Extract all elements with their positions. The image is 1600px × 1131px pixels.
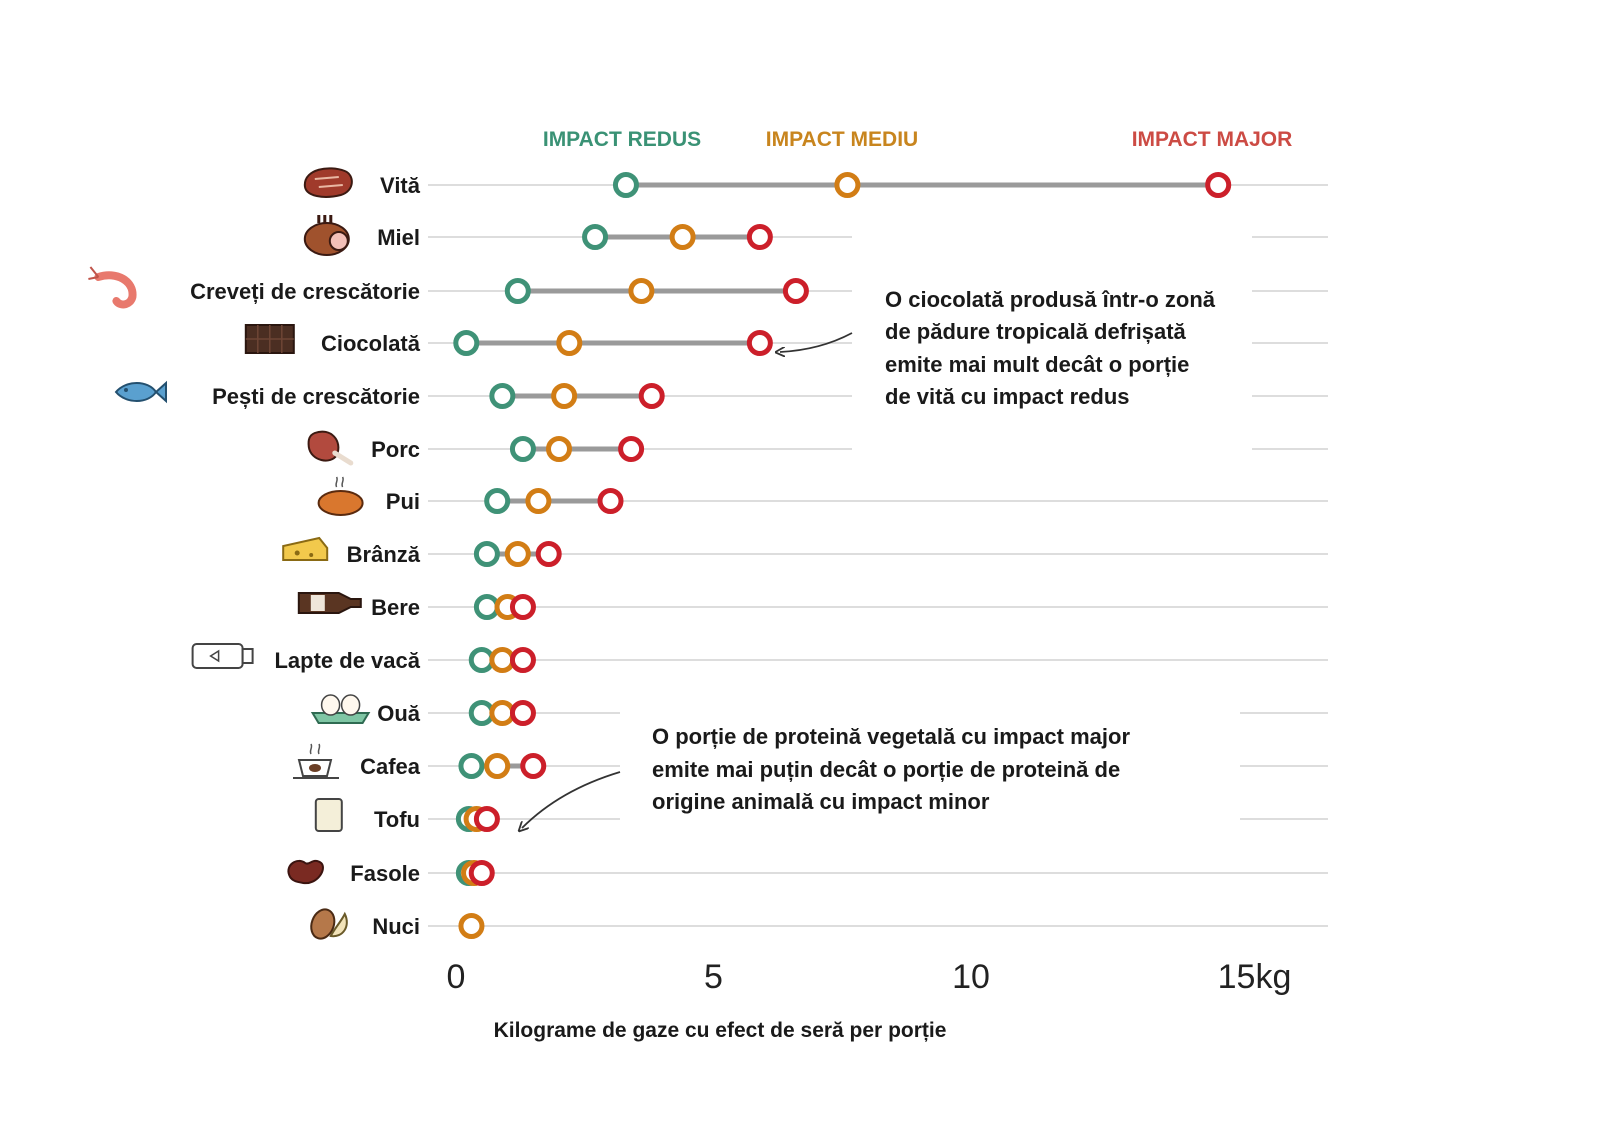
x-axis-ticks: 0 5 10 15kg [447,958,1292,996]
marker-mid [525,488,552,514]
chocolate-annotation-line-1: O ciocolată produsă într-o zonă [885,287,1216,312]
bean-icon [287,859,324,885]
marker-low [582,224,609,250]
marker-high [509,594,536,620]
marker-low [458,753,485,779]
marker-low [489,383,516,409]
legend-low: IMPACT REDUS [543,128,701,151]
marker-high [520,753,547,779]
x-axis-label: Kilograme de gaze cu efect de seră per p… [494,1019,947,1042]
steak-icon [303,167,353,198]
legend-high: IMPACT MAJOR [1132,128,1293,151]
marker-low [473,541,500,567]
marker-high [597,488,624,514]
lamb-roast-icon [303,215,350,256]
chocolate-bar-icon [244,324,295,354]
data-markers [453,172,1232,939]
ham-icon [307,430,354,466]
marker-high [509,700,536,726]
plant-annotation-arrow [522,771,621,828]
marker-mid [504,541,531,567]
marker-high [509,647,536,673]
marker-high [468,860,495,886]
marker-low [473,594,500,620]
category-label: Pui [386,489,420,514]
x-tick-label: 5 [704,958,723,996]
chocolate-annotation-line-2: de pădure tropicală defrișată [885,319,1187,344]
marker-mid [669,224,696,250]
marker-high [535,541,562,567]
category-label: Porc [371,437,420,462]
marker-high [473,806,500,832]
category-label: Miel [377,225,420,250]
marker-high [746,330,773,356]
marker-mid [834,172,861,198]
marker-mid [551,383,578,409]
shrimp-icon [88,266,137,309]
milk-bottle-icon [191,643,254,669]
legend: IMPACT REDUS IMPACT MEDIU IMPACT MAJOR [543,128,1292,151]
roast-chicken-icon [317,476,364,516]
cheese-icon [282,536,329,561]
nuts-icon [310,908,348,940]
marker-mid [489,647,516,673]
marker-low [484,488,511,514]
marker-low [453,330,480,356]
coffee-cup-icon [293,743,339,779]
category-label: Cafea [360,754,421,779]
marker-high [746,224,773,250]
marker-high [1205,172,1232,198]
marker-low [504,278,531,304]
plant-annotation-line-1: O porție de proteină vegetală cu impact … [652,724,1130,749]
chocolate-annotation: O ciocolată produsă într-o zonă de pădur… [780,287,1216,409]
category-label: Nuci [372,914,420,939]
marker-mid [458,913,485,939]
marker-high [638,383,665,409]
marker-high [618,436,645,462]
category-label: Lapte de vacă [274,648,420,673]
x-tick-label: 15kg [1218,958,1292,996]
category-label: Ciocolată [321,331,421,356]
plant-protein-annotation: O porție de proteină vegetală cu impact … [522,724,1130,828]
category-label: Pești de crescătorie [212,384,420,409]
category-label: Bere [371,595,420,620]
x-tick-label: 0 [447,958,466,996]
category-label: Ouă [377,701,421,726]
plant-annotation-line-3: origine animală cu impact minor [652,789,990,814]
category-icons [88,167,371,940]
chocolate-annotation-line-3: emite mai mult decât o porție [885,352,1189,377]
category-label: Tofu [374,807,420,832]
tofu-icon [314,798,343,832]
x-tick-label: 10 [952,958,990,996]
beer-bottle-icon [297,592,362,614]
marker-low [468,700,495,726]
marker-low [612,172,639,198]
fish-icon [114,380,167,404]
plant-annotation-line-2: emite mai puțin decât o porție de protei… [652,757,1120,782]
marker-mid [546,436,572,462]
eggs-icon [310,694,371,724]
marker-low [468,647,495,673]
category-labels: Vită Miel Creveți de crescătorie Ciocolată P… [190,173,421,939]
chocolate-annotation-arrow [780,332,853,352]
marker-mid [628,278,655,304]
marker-mid [484,753,511,779]
category-label: Vită [380,173,421,198]
marker-mid [556,330,583,356]
category-label: Fasole [350,861,420,886]
marker-mid [489,700,516,726]
marker-low [509,436,536,462]
legend-mid: IMPACT MEDIU [766,128,918,151]
category-label: Creveți de crescătorie [190,279,420,304]
marker-high [782,278,809,304]
category-label: Brânză [347,542,421,567]
chocolate-annotation-line-4: de vită cu impact redus [885,384,1130,409]
